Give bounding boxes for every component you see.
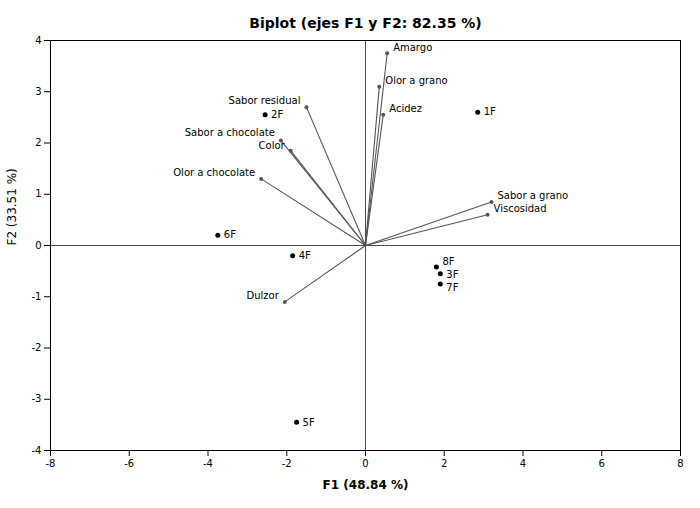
svg-text:8F: 8F xyxy=(442,256,454,267)
svg-text:F1 (48.84 %): F1 (48.84 %) xyxy=(323,478,409,492)
svg-text:1F: 1F xyxy=(484,106,496,117)
svg-text:Sabor a grano: Sabor a grano xyxy=(498,190,569,201)
svg-text:3: 3 xyxy=(35,86,41,97)
svg-text:Sabor a chocolate: Sabor a chocolate xyxy=(185,127,275,138)
svg-text:Sabor residual: Sabor residual xyxy=(229,95,301,106)
svg-text:1: 1 xyxy=(35,188,41,199)
svg-text:6F: 6F xyxy=(224,229,236,240)
svg-text:-1: -1 xyxy=(32,291,42,302)
svg-text:Viscosidad: Viscosidad xyxy=(494,203,547,214)
svg-text:0: 0 xyxy=(35,240,41,251)
svg-text:Amargo: Amargo xyxy=(393,42,432,53)
svg-text:4: 4 xyxy=(35,35,41,46)
svg-text:Dulzor: Dulzor xyxy=(246,290,279,301)
svg-text:-2: -2 xyxy=(32,342,42,353)
svg-text:-8: -8 xyxy=(46,458,56,469)
svg-text:4F: 4F xyxy=(299,250,311,261)
svg-text:F2 (33.51 %): F2 (33.51 %) xyxy=(5,168,19,245)
svg-text:-6: -6 xyxy=(124,458,134,469)
svg-text:-4: -4 xyxy=(203,458,213,469)
svg-text:Olor a grano: Olor a grano xyxy=(385,75,447,86)
svg-text:Olor a chocolate: Olor a chocolate xyxy=(173,167,255,178)
svg-text:3F: 3F xyxy=(446,269,458,280)
svg-text:2F: 2F xyxy=(271,109,283,120)
svg-text:-2: -2 xyxy=(282,458,292,469)
svg-text:2: 2 xyxy=(35,137,41,148)
svg-text:8: 8 xyxy=(677,458,683,469)
svg-text:0: 0 xyxy=(362,458,368,469)
svg-text:-3: -3 xyxy=(32,393,42,404)
svg-text:6: 6 xyxy=(599,458,605,469)
svg-text:Acidez: Acidez xyxy=(389,103,422,114)
svg-text:4: 4 xyxy=(520,458,526,469)
svg-text:Color: Color xyxy=(259,140,286,151)
svg-text:7F: 7F xyxy=(446,282,458,293)
svg-text:-4: -4 xyxy=(32,445,42,456)
svg-text:5F: 5F xyxy=(303,417,315,428)
svg-text:2: 2 xyxy=(441,458,447,469)
svg-text:Biplot (ejes F1 y F2: 82.35 %): Biplot (ejes F1 y F2: 82.35 %) xyxy=(249,15,481,31)
